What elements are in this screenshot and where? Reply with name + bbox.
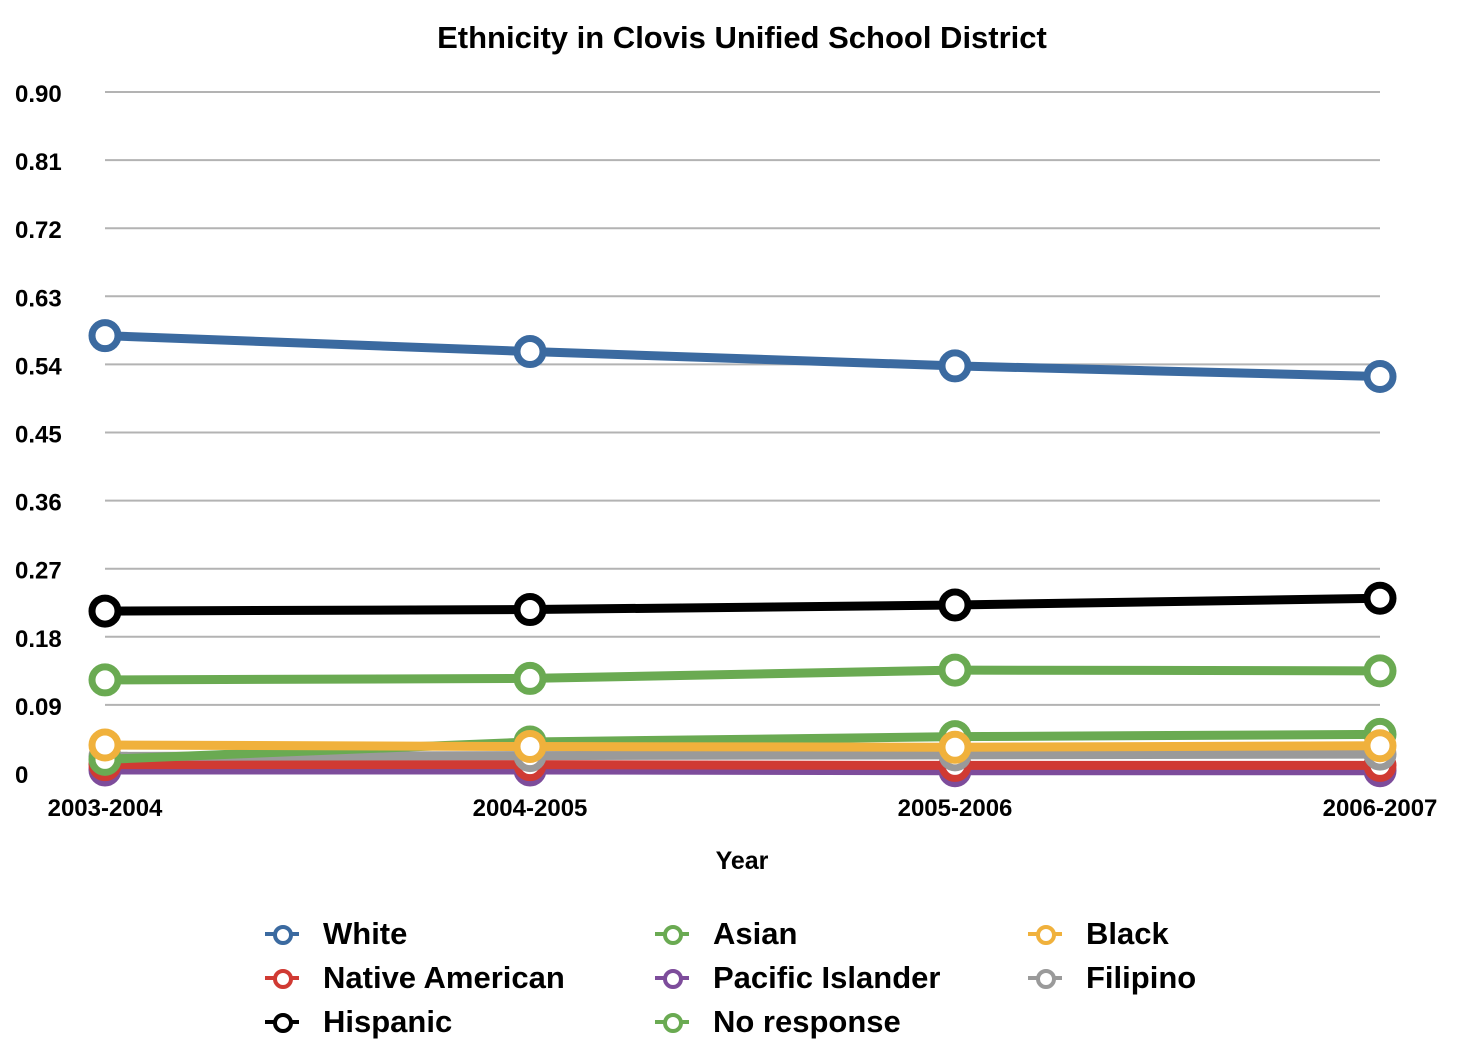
legend-marker bbox=[1028, 967, 1062, 989]
y-tick-label: 0.81 bbox=[15, 149, 62, 176]
data-point bbox=[1363, 581, 1397, 615]
data-point bbox=[1363, 729, 1397, 763]
data-point bbox=[938, 588, 972, 622]
data-point bbox=[513, 335, 547, 369]
x-tick-label: 2006-2007 bbox=[1323, 795, 1438, 822]
gridlines bbox=[105, 91, 1380, 774]
legend: White Asian Black Native American Pacific Is… bbox=[265, 912, 1265, 1042]
series-white bbox=[88, 319, 1397, 394]
x-tick-label: 2005-2006 bbox=[898, 795, 1013, 822]
series-line bbox=[100, 740, 1385, 752]
series-line bbox=[100, 749, 1385, 761]
legend-label: Asian bbox=[713, 916, 798, 951]
legend-item: Black bbox=[1028, 912, 1169, 956]
y-tick-label: 0.63 bbox=[15, 285, 62, 312]
legend-marker bbox=[265, 967, 299, 989]
legend-label: Black bbox=[1086, 916, 1169, 951]
y-tick-label: 0.09 bbox=[15, 694, 62, 721]
line-chart: Ethnicity in Clovis Unified School Distr… bbox=[15, 20, 1438, 875]
series-line bbox=[100, 760, 1385, 770]
y-tick-label: 0.90 bbox=[15, 81, 62, 108]
data-point bbox=[1363, 654, 1397, 688]
y-tick-label: 0.27 bbox=[15, 558, 62, 585]
legend-item: Asian bbox=[655, 912, 797, 956]
x-axis-label: Year bbox=[716, 847, 769, 875]
data-point bbox=[938, 730, 972, 764]
legend-label: Pacific Islander bbox=[713, 960, 941, 995]
y-tick-label: 0 bbox=[15, 762, 28, 789]
series-line bbox=[100, 593, 1385, 616]
data-point bbox=[88, 663, 122, 697]
legend-label: Filipino bbox=[1086, 960, 1197, 995]
series-line bbox=[100, 765, 1385, 776]
data-point bbox=[88, 319, 122, 353]
y-axis-ticks: 0 0.09 0.18 0.27 0.36 0.45 0.54 0.63 0.72 0.81 0.9… bbox=[15, 81, 62, 789]
series-hispanic bbox=[88, 581, 1397, 628]
legend-marker bbox=[655, 923, 689, 945]
series-asian bbox=[88, 653, 1397, 697]
y-tick-label: 0.36 bbox=[15, 490, 62, 517]
series-line bbox=[100, 331, 1385, 382]
series-lines bbox=[88, 319, 1397, 788]
legend-label: White bbox=[323, 916, 408, 951]
data-point bbox=[938, 653, 972, 687]
data-point bbox=[513, 730, 547, 764]
legend-marker bbox=[655, 1011, 689, 1033]
series-black bbox=[88, 728, 1397, 764]
y-tick-label: 0.45 bbox=[15, 422, 62, 449]
legend-label: Native American bbox=[323, 960, 565, 995]
legend-marker bbox=[1028, 923, 1062, 945]
x-tick-label: 2003-2004 bbox=[48, 795, 163, 822]
legend-item: No response bbox=[655, 1000, 901, 1044]
data-point bbox=[513, 661, 547, 695]
data-point bbox=[1363, 360, 1397, 394]
y-tick-label: 0.72 bbox=[15, 217, 62, 244]
legend-item: Hispanic bbox=[265, 1000, 452, 1044]
legend-item: Filipino bbox=[1028, 956, 1196, 1000]
series-line bbox=[100, 665, 1385, 685]
x-tick-label: 2004-2005 bbox=[473, 795, 588, 822]
legend-marker bbox=[265, 923, 299, 945]
data-point bbox=[513, 593, 547, 627]
legend-label: Hispanic bbox=[323, 1004, 453, 1039]
data-point bbox=[88, 594, 122, 628]
y-tick-label: 0.18 bbox=[15, 626, 62, 653]
legend-label: No response bbox=[713, 1004, 901, 1039]
legend-marker bbox=[265, 1011, 299, 1033]
legend-marker bbox=[655, 967, 689, 989]
y-tick-label: 0.54 bbox=[15, 353, 62, 380]
legend-item: Native American bbox=[265, 956, 565, 1000]
chart-title: Ethnicity in Clovis Unified School Distr… bbox=[437, 20, 1047, 55]
data-point bbox=[88, 728, 122, 762]
legend-item: Pacific Islander bbox=[655, 956, 940, 1000]
x-axis-ticks: 2003-2004 2004-2005 2005-2006 2006-2007 bbox=[48, 795, 1438, 822]
legend-item: White bbox=[265, 912, 407, 956]
data-point bbox=[938, 349, 972, 383]
series-line bbox=[100, 729, 1385, 764]
